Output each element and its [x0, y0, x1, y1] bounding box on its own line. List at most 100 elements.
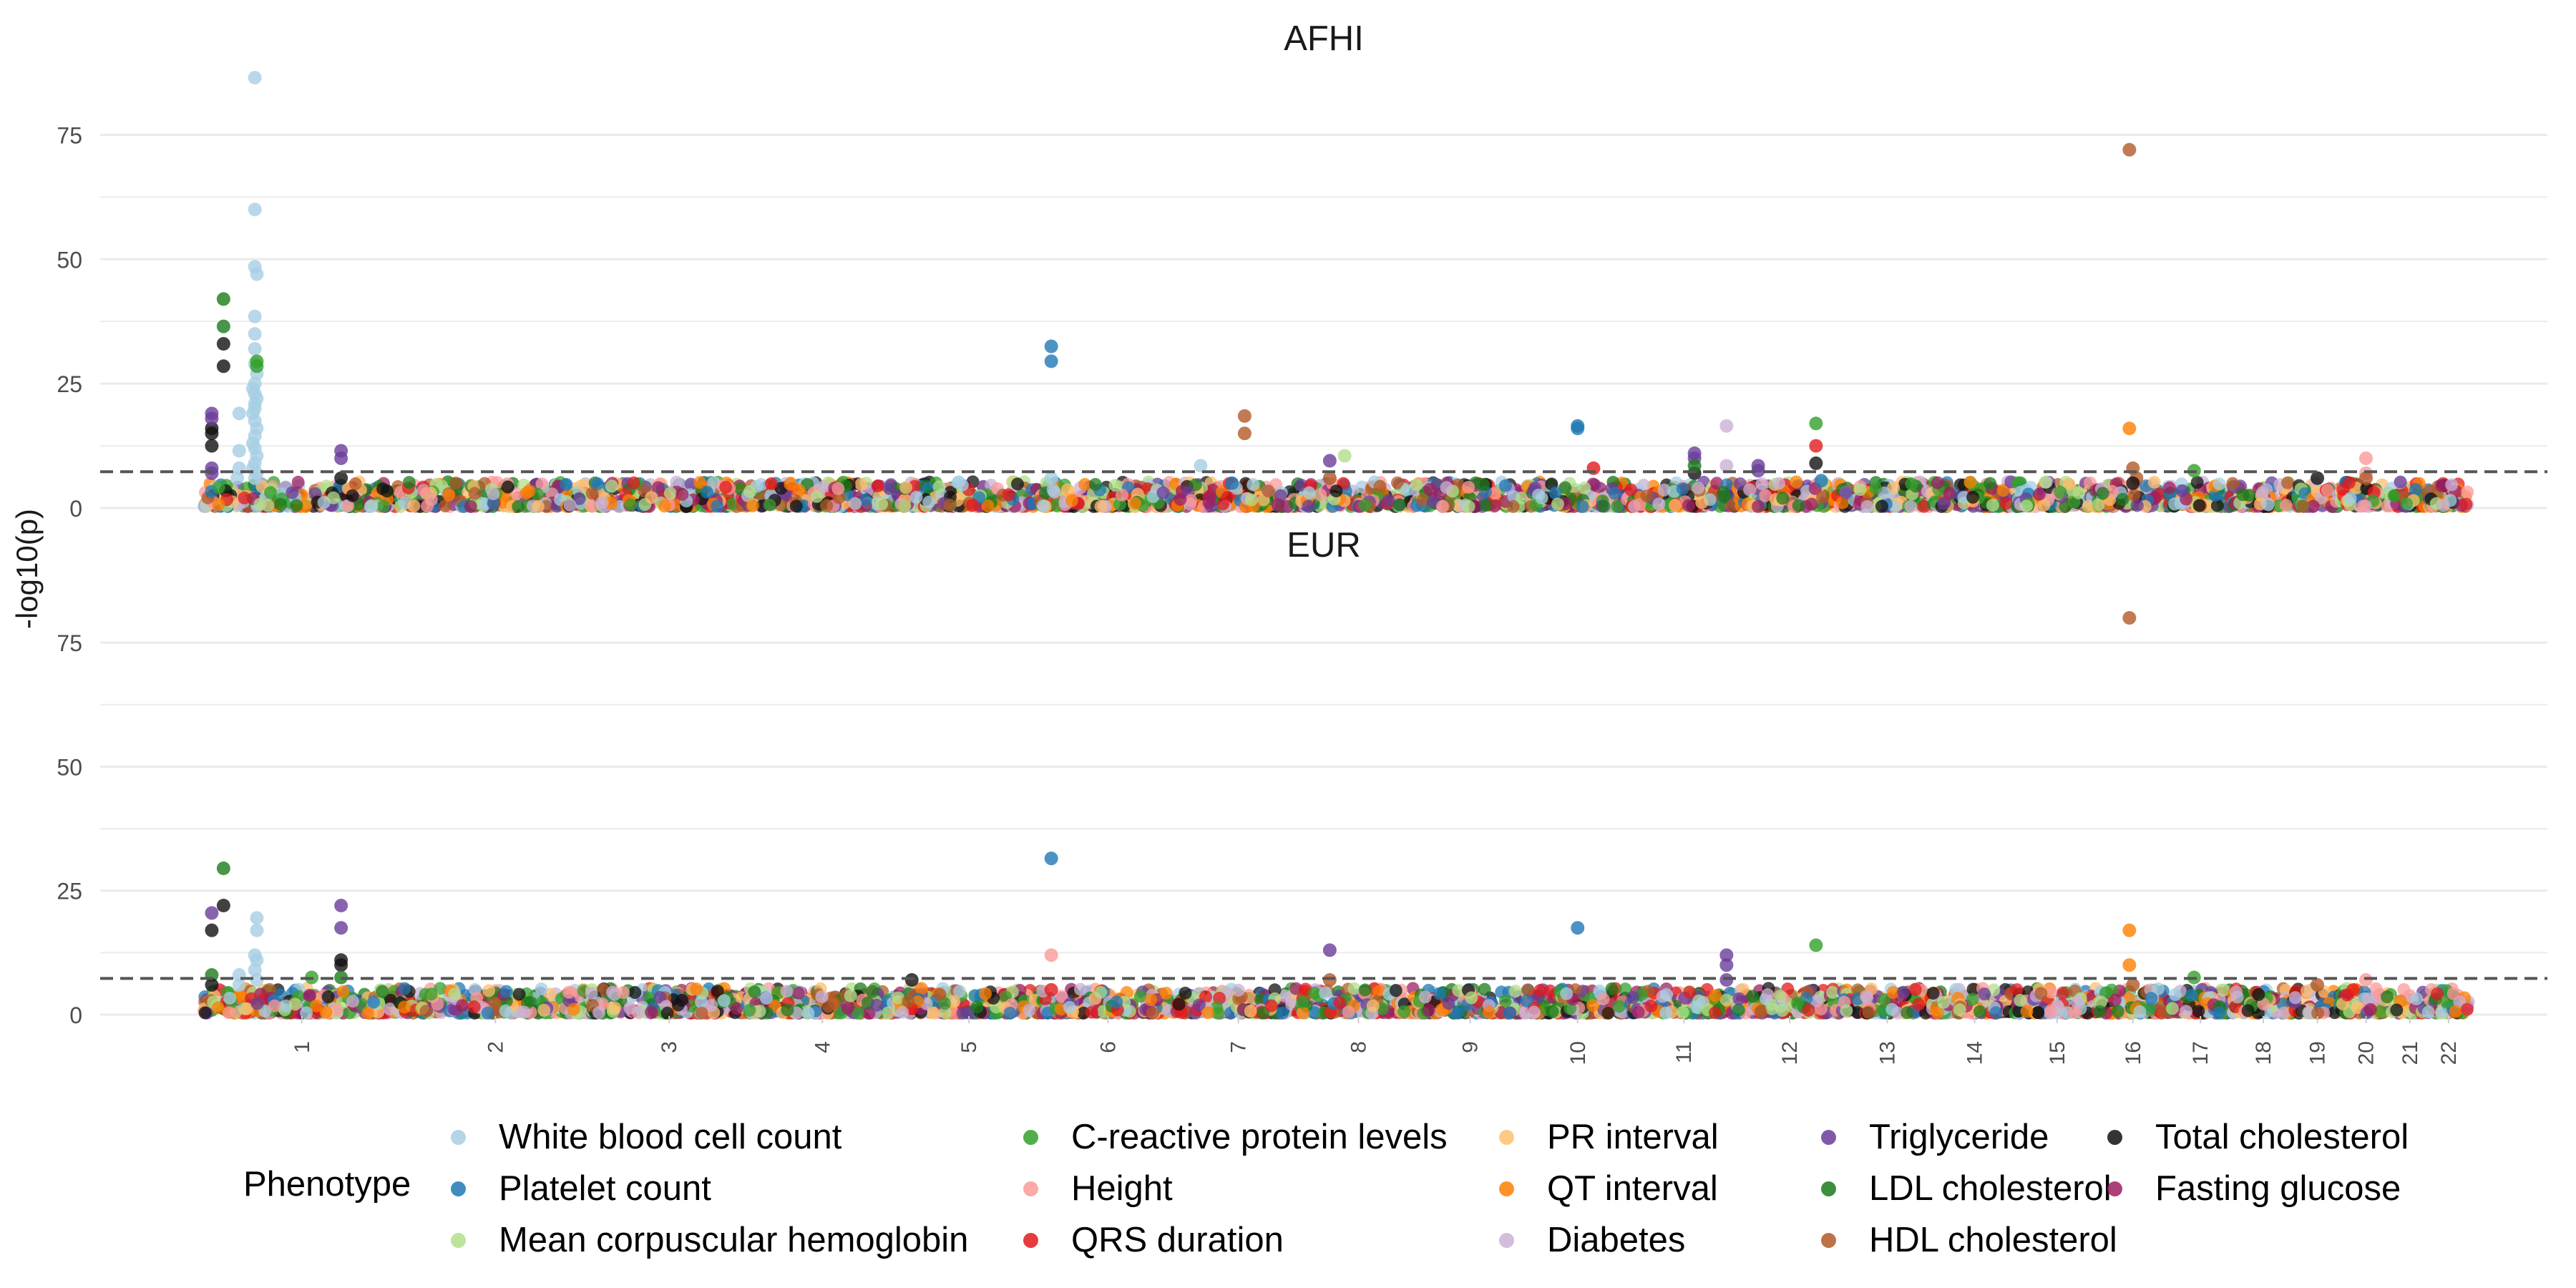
data-point [321, 990, 335, 1004]
data-point [238, 491, 251, 504]
y-tick-label: 0 [69, 1002, 82, 1028]
data-point [624, 498, 638, 512]
data-point [1776, 492, 1790, 505]
data-point [482, 984, 496, 997]
data-point [1640, 489, 1654, 503]
data-point [1816, 490, 1830, 504]
data-point [398, 982, 411, 995]
data-point [2296, 499, 2310, 513]
data-point [2445, 478, 2459, 492]
data-point [336, 985, 350, 998]
data-point [1023, 1003, 1036, 1017]
data-point [810, 489, 824, 503]
data-point [2116, 492, 2129, 506]
data-point [567, 1002, 580, 1016]
y-tick-label: 75 [57, 122, 82, 148]
data-point [1986, 499, 1999, 512]
data-point [1202, 496, 1216, 509]
data-point [455, 999, 469, 1013]
data-point [1322, 471, 1337, 485]
data-point [2122, 142, 2137, 157]
data-point [1719, 419, 1734, 433]
data-point [517, 1005, 531, 1019]
data-point [623, 1001, 637, 1015]
data-point [1809, 439, 1823, 453]
data-point [361, 1006, 375, 1020]
data-point [1608, 487, 1621, 500]
data-point [663, 487, 677, 500]
data-point [763, 498, 776, 512]
data-point [1805, 497, 1818, 511]
data-point [467, 1000, 481, 1014]
data-point [1792, 499, 1805, 512]
data-point [291, 475, 305, 489]
data-point [1963, 475, 1977, 489]
data-point [1462, 480, 1475, 494]
data-point [248, 203, 262, 217]
data-point [2436, 499, 2450, 512]
data-point [1943, 487, 1956, 500]
data-point [424, 987, 438, 1001]
data-point [419, 1005, 433, 1018]
data-point [1535, 491, 1548, 504]
data-point [1790, 475, 1803, 489]
data-point [651, 481, 665, 494]
data-point [700, 485, 713, 499]
data-point [2096, 487, 2109, 500]
data-point [1302, 499, 1315, 513]
data-point [627, 476, 640, 489]
data-point [2072, 486, 2086, 499]
data-point [2343, 492, 2357, 505]
data-point [978, 987, 992, 1000]
data-point [1875, 499, 1888, 513]
data-point [1624, 483, 1638, 497]
data-point [1597, 499, 1611, 513]
data-point [1506, 499, 1520, 513]
data-point [1065, 494, 1078, 507]
data-point [2311, 471, 2325, 485]
data-point [2020, 499, 2034, 513]
data-point [212, 498, 225, 512]
data-point [718, 994, 731, 1008]
data-point [759, 991, 773, 1005]
data-point [1752, 499, 1765, 513]
data-point [608, 1001, 622, 1015]
data-point [380, 484, 394, 498]
data-point [2212, 477, 2226, 491]
data-point [831, 482, 845, 495]
data-point [899, 481, 912, 494]
data-point [535, 477, 549, 491]
data-point [1551, 497, 1564, 511]
data-point [1225, 476, 1239, 490]
data-point [746, 499, 759, 512]
data-point [501, 480, 514, 494]
data-point [660, 1006, 674, 1020]
data-point [537, 1003, 551, 1017]
data-point [1036, 499, 1050, 513]
data-point [346, 489, 359, 502]
data-point [1410, 478, 1423, 492]
data-point [2039, 475, 2052, 489]
data-point [2255, 486, 2269, 499]
data-point [499, 985, 513, 998]
data-point [670, 475, 683, 489]
data-point [376, 985, 389, 998]
data-point [1904, 499, 1918, 513]
data-point [376, 499, 390, 513]
data-point [791, 986, 805, 1000]
data-point [2175, 484, 2189, 497]
data-point [1048, 485, 1061, 499]
data-point [1839, 486, 1853, 499]
data-point [205, 466, 219, 480]
data-point [866, 985, 879, 998]
data-point [658, 499, 671, 513]
data-point [675, 487, 689, 501]
data-point [562, 985, 575, 999]
data-point [2394, 475, 2407, 489]
data-point [416, 483, 430, 497]
data-point [849, 497, 862, 510]
data-point [898, 499, 912, 513]
y-tick-label: 50 [57, 754, 82, 780]
data-point [585, 987, 598, 1000]
